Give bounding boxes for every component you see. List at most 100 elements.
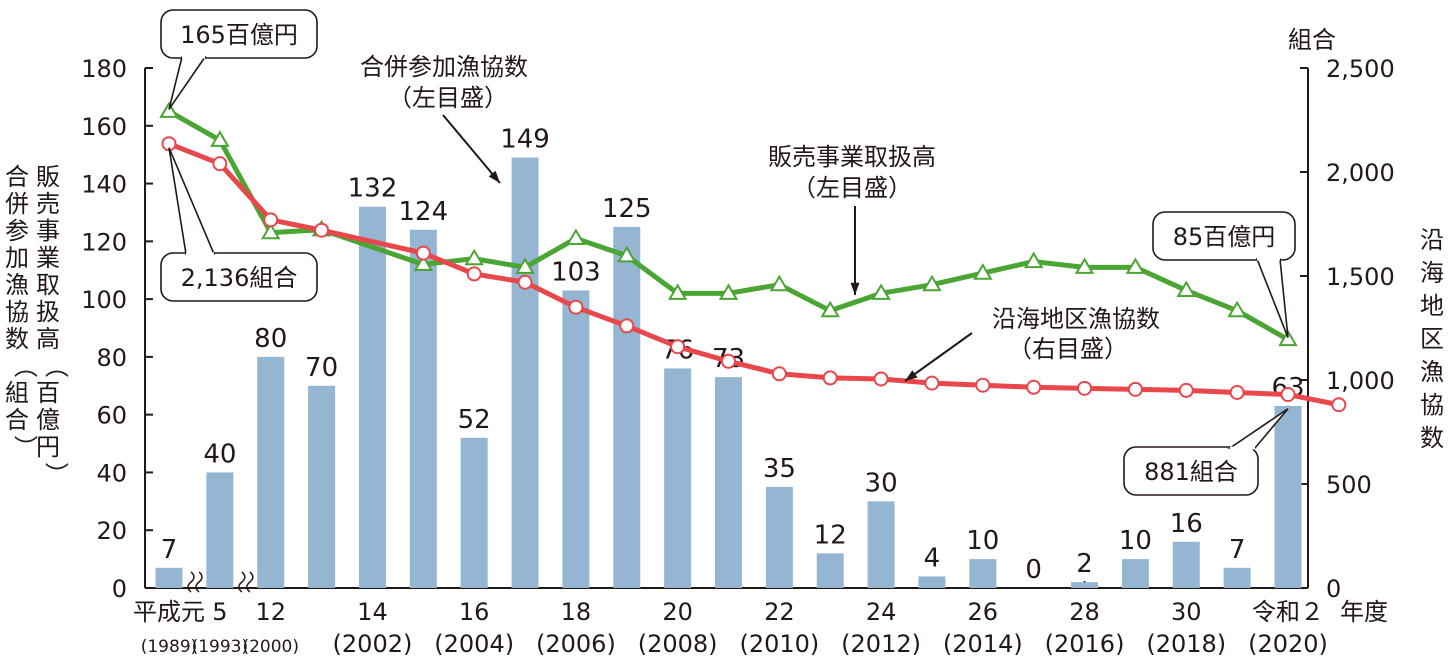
axis-label-char: 漁: [5, 271, 29, 299]
axis-break-mark: [187, 571, 203, 593]
left-tick-label: 100: [81, 286, 127, 314]
axis-label-char: 扱: [36, 298, 60, 326]
line-marker: [1331, 397, 1347, 413]
line-marker: [721, 353, 736, 369]
bar-value-label: 149: [500, 125, 550, 155]
series-line: [168, 141, 1340, 408]
bar: [1071, 582, 1099, 588]
x-tick-year: (2020): [1248, 630, 1328, 658]
sales-annotation-title: 販売事業取扱高: [768, 143, 936, 171]
axis-label-char: ）: [11, 435, 39, 459]
bar-value-label: 80: [254, 324, 287, 354]
bar: [715, 377, 742, 588]
line-marker: [718, 283, 739, 300]
sales-annotation-axis: （左目盛）: [792, 174, 912, 202]
arrow-head: [488, 170, 500, 183]
axis-label-char: 協: [1420, 391, 1444, 419]
bar-value-label: 103: [551, 257, 601, 287]
sales-annotation-arrow: [850, 206, 860, 295]
line-marker: [619, 318, 635, 334]
bars: [155, 157, 1302, 589]
bar-value-label: 132: [348, 174, 398, 204]
bars-annotation-title: 合併参加漁協数: [360, 53, 528, 81]
x-tick-year: (2004): [434, 630, 514, 658]
bar: [308, 385, 336, 588]
callout-text: 881組合: [1144, 458, 1238, 486]
bar-value-label: 10: [1119, 526, 1152, 556]
axis-break-mark: [238, 571, 254, 593]
bar-value-label: 124: [398, 197, 448, 227]
axis-label-char: 百: [36, 379, 60, 407]
bar-value-label: 4: [924, 543, 941, 573]
bar: [816, 553, 844, 588]
x-tick-year: (1993): [192, 637, 249, 657]
axis-label-char: 数: [5, 325, 29, 353]
line-marker: [413, 254, 434, 272]
x-tick-year: (2016): [1045, 630, 1125, 658]
bar: [1172, 541, 1200, 588]
x-tick-label: 5: [212, 598, 227, 626]
line-marker: [871, 283, 891, 300]
bar-value-label: 16: [1170, 509, 1203, 539]
bar: [257, 356, 285, 588]
line-marker: [568, 299, 584, 315]
line-marker: [1023, 251, 1044, 269]
left-tick-label: 20: [96, 517, 127, 545]
bar: [1223, 567, 1251, 588]
coops-annotation-title: 沿海地区漁協数: [992, 305, 1160, 333]
x-tick-label: 22: [764, 598, 795, 626]
x-tick-label: 24: [866, 598, 897, 626]
x-tick-label: 16: [459, 598, 490, 626]
annotations: 165百億円 2,136組合 85百億円 881組合 合併参加漁協数 （左目盛） 販売事業取…: [160, 9, 1296, 496]
line-marker: [1227, 300, 1247, 318]
bar: [511, 157, 539, 589]
axis-label-char: 漁: [1420, 358, 1444, 386]
arrow-head: [905, 370, 918, 381]
axes: 02040608010012014016018005001,0001,5002,…: [5, 26, 1444, 658]
x-tick-label: 14: [357, 598, 388, 626]
series-line: [167, 109, 1290, 342]
callout-sales-start: 165百億円: [160, 9, 318, 110]
axis-label-char: 地: [1420, 292, 1444, 320]
line-marker: [263, 212, 279, 228]
x-tick-label: 令和２: [1252, 598, 1324, 626]
line-marker: [515, 257, 535, 274]
axis-label-char: 高: [36, 325, 60, 353]
axis-label-char: （: [42, 354, 70, 378]
axis-label-char: 億: [36, 406, 60, 434]
line-marker: [210, 130, 230, 147]
arrow-head: [850, 282, 860, 295]
x-tick-year: (2012): [841, 630, 921, 658]
bars-annotation-arrow: [442, 114, 501, 184]
callout-coops-start: 2,136組合: [160, 147, 318, 302]
bar-value-label: 10: [966, 526, 999, 556]
line-marker: [415, 245, 431, 261]
callout-box: [160, 252, 318, 302]
line-marker: [464, 248, 484, 266]
line-marker: [1127, 381, 1143, 397]
axis-label-char: 併: [5, 190, 29, 218]
line-marker: [466, 266, 482, 282]
right-axis-label: 沿海地区漁協数: [1420, 226, 1444, 452]
bar: [155, 567, 183, 588]
callout-coops-end: 881組合: [1123, 408, 1289, 496]
bar: [460, 437, 488, 588]
break-stroke: [246, 571, 254, 593]
axis-label-char: 加: [5, 244, 29, 272]
axis-label-char: 区: [1420, 325, 1444, 353]
line-marker: [1278, 329, 1298, 347]
line-marker: [566, 228, 586, 246]
x-tick-year: (2002): [333, 630, 413, 658]
line-marker: [769, 274, 790, 292]
bar-value-label: 7: [161, 535, 178, 565]
axis-label-char: 売: [36, 190, 60, 218]
callout-box: [160, 9, 318, 59]
x-tick-year: (2008): [638, 630, 718, 658]
x-tick-label: 18: [561, 598, 592, 626]
right-tick-label: 1,000: [1326, 367, 1395, 395]
x-axis-suffix: 年度: [1340, 598, 1388, 626]
x-tick-year: (2018): [1146, 630, 1226, 658]
line-marker: [1074, 257, 1095, 274]
left-tick-label: 120: [81, 228, 127, 256]
